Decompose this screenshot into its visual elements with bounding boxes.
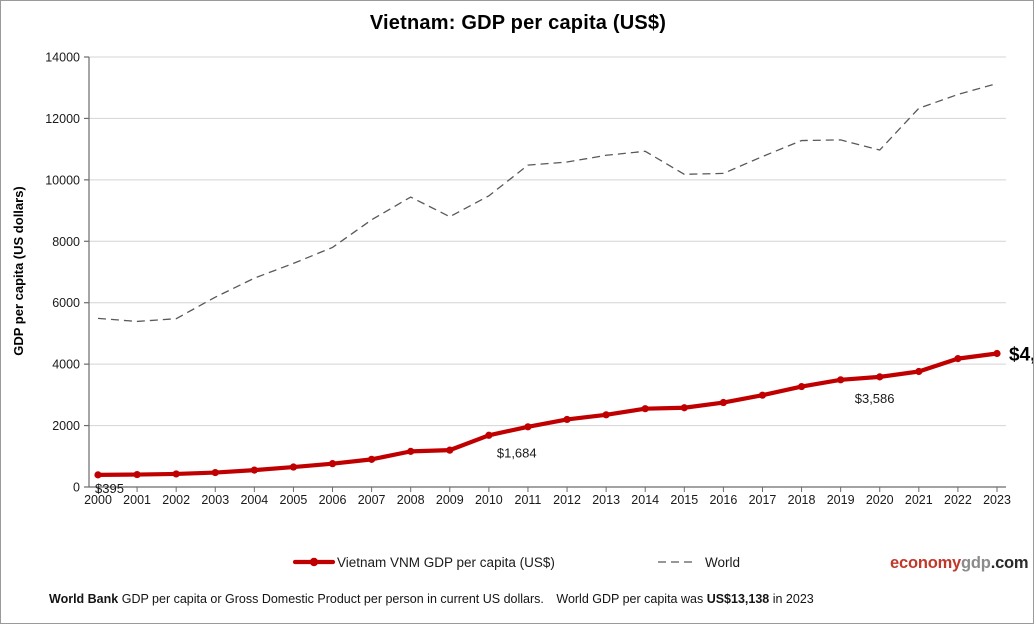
vietnam-data-point: [485, 431, 493, 439]
footer-text-1: GDP per capita or Gross Domestic Product…: [121, 592, 544, 606]
vietnam-data-point: [915, 367, 923, 376]
vietnam-data-point: [719, 398, 727, 407]
vietnam-data-point: [954, 355, 962, 363]
data-label: $3,586: [855, 391, 895, 406]
x-tick-label: 2012: [553, 493, 581, 507]
vietnam-data-point: [876, 373, 884, 381]
data-label: $4,347: [1009, 344, 1034, 365]
vietnam-data-point: [289, 463, 298, 471]
x-tick-label: 2021: [905, 493, 933, 507]
vietnam-data-point: [94, 471, 102, 479]
series-world: [97, 82, 998, 323]
x-tick-label: 2003: [201, 493, 229, 507]
logo-part-com: .com: [990, 554, 1029, 572]
x-tick-label: 2005: [280, 493, 308, 507]
vietnam-data-point: [641, 405, 649, 413]
y-tick-label: 4000: [52, 358, 80, 372]
vietnam-data-point: [993, 349, 1001, 358]
page-title: Vietnam: GDP per capita (US$): [369, 12, 667, 34]
chart-annotations: $395 $1,684 $3,586 $4,347: [95, 344, 1034, 496]
x-tick-label: 2016: [709, 493, 737, 507]
world-line: [97, 82, 998, 323]
footer-source: World Bank: [49, 592, 119, 606]
y-tick-label: 0: [73, 481, 80, 495]
y-axis-ticks: 0 2000 4000 6000 8000 10000 12000 14000: [45, 51, 89, 495]
footer-text-2: World GDP per capita was: [556, 592, 704, 606]
y-tick-label: 6000: [52, 296, 80, 310]
vietnam-data-point: [407, 447, 415, 455]
vietnam-data-point: [524, 423, 532, 431]
vietnam-data-point: [837, 376, 845, 384]
x-tick-label: 2010: [475, 493, 503, 507]
y-tick-label: 8000: [52, 235, 80, 249]
x-tick-label: 2018: [788, 493, 816, 507]
vietnam-data-point: [563, 415, 571, 424]
x-tick-label: 2000: [84, 493, 112, 507]
vietnam-data-point: [602, 411, 610, 419]
x-tick-label: 2017: [749, 493, 777, 507]
x-tick-label: 2009: [436, 493, 464, 507]
y-tick-label: 14000: [45, 51, 80, 65]
x-tick-label: 2023: [983, 493, 1011, 507]
vietnam-data-point: [797, 382, 806, 391]
legend-marker-vietnam: [309, 557, 319, 567]
y-axis-title: GDP per capita (US dollars): [11, 186, 26, 356]
footer-world-value: US$13,138: [706, 592, 770, 606]
vietnam-data-point: [328, 460, 337, 468]
vietnam-data-point: [446, 446, 454, 454]
footer-text-3: in 2023: [772, 592, 814, 606]
vietnam-data-point: [133, 470, 141, 479]
x-tick-label: 2022: [944, 493, 972, 507]
x-tick-label: 2013: [592, 493, 620, 507]
logo-part-gdp: gdp: [961, 554, 991, 572]
vietnam-data-point: [172, 470, 180, 478]
x-tick-label: 2006: [319, 493, 347, 507]
footer-note: World Bank GDP per capita or Gross Domes…: [49, 592, 814, 606]
x-tick-label: 2008: [397, 493, 425, 507]
vietnam-data-point: [211, 468, 219, 477]
vietnam-data-point: [680, 404, 688, 412]
vietnam-data-point: [368, 455, 376, 463]
vietnam-data-point: [758, 391, 767, 399]
x-axis-ticks: 2000 2001 2002 2003 2004 2005 2006 2007 2008 2009…: [84, 487, 1011, 507]
x-tick-label: 2019: [827, 493, 855, 507]
x-tick-label: 2004: [240, 493, 268, 507]
y-tick-label: 2000: [52, 419, 80, 433]
logo-part-economy: economy: [890, 554, 962, 572]
x-tick-label: 2011: [515, 493, 542, 507]
data-label: $395: [95, 481, 124, 496]
y-tick-label: 12000: [45, 112, 80, 126]
data-label: $1,684: [497, 445, 537, 460]
x-tick-label: 2001: [123, 493, 151, 507]
legend-label-vietnam: Vietnam VNM GDP per capita (US$): [337, 555, 555, 570]
x-tick-label: 2014: [631, 493, 659, 507]
y-tick-label: 10000: [45, 173, 80, 187]
vietnam-data-point: [250, 466, 258, 474]
legend-label-world: World: [705, 555, 740, 570]
x-tick-label: 2007: [358, 493, 386, 507]
x-tick-label: 2002: [162, 493, 190, 507]
x-tick-label: 2020: [866, 493, 894, 507]
vietnam-line: [95, 351, 1000, 477]
economygdp-logo[interactable]: economygdp.com: [890, 554, 1029, 573]
series-vietnam: [94, 349, 1001, 479]
x-tick-label: 2015: [670, 493, 698, 507]
gridlines: [89, 56, 1006, 427]
chart-legend: Vietnam VNM GDP per capita (US$) World: [292, 555, 740, 570]
